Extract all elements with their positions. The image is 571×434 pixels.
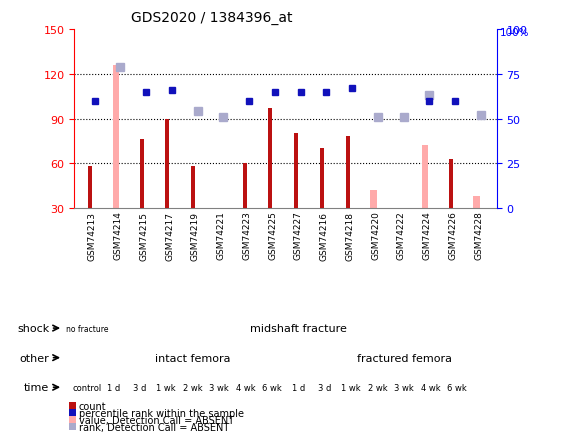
Bar bbox=[320, 149, 324, 208]
Text: percentile rank within the sample: percentile rank within the sample bbox=[79, 408, 244, 418]
Text: 100%: 100% bbox=[500, 28, 529, 38]
Bar bbox=[449, 159, 453, 208]
Bar bbox=[112, 66, 119, 208]
Text: 2 wk: 2 wk bbox=[183, 383, 203, 392]
Text: control: control bbox=[73, 383, 102, 392]
Text: 3 d: 3 d bbox=[318, 383, 331, 392]
Text: 1 wk: 1 wk bbox=[156, 383, 176, 392]
Bar bbox=[217, 208, 221, 210]
Bar bbox=[397, 208, 401, 210]
Text: no fracture: no fracture bbox=[66, 324, 108, 333]
Text: 1 d: 1 d bbox=[107, 383, 120, 392]
Bar bbox=[473, 197, 480, 208]
Bar bbox=[165, 119, 170, 208]
Bar bbox=[422, 146, 428, 208]
Text: 6 wk: 6 wk bbox=[262, 383, 282, 392]
Text: count: count bbox=[79, 401, 106, 411]
Text: 4 wk: 4 wk bbox=[236, 383, 255, 392]
Text: intact femora: intact femora bbox=[155, 353, 231, 363]
Text: 6 wk: 6 wk bbox=[447, 383, 467, 392]
Text: GDS2020 / 1384396_at: GDS2020 / 1384396_at bbox=[131, 11, 292, 25]
Text: value, Detection Call = ABSENT: value, Detection Call = ABSENT bbox=[79, 415, 234, 425]
Text: shock: shock bbox=[17, 323, 49, 333]
Bar bbox=[69, 402, 76, 410]
Bar bbox=[243, 164, 247, 208]
Bar bbox=[69, 409, 76, 417]
Text: 2 wk: 2 wk bbox=[368, 383, 387, 392]
Text: 3 wk: 3 wk bbox=[394, 383, 414, 392]
Bar bbox=[268, 109, 272, 208]
Bar bbox=[345, 137, 349, 208]
Text: 3 wk: 3 wk bbox=[209, 383, 229, 392]
Bar bbox=[69, 416, 76, 424]
Text: 3 d: 3 d bbox=[133, 383, 147, 392]
Text: midshaft fracture: midshaft fracture bbox=[250, 323, 347, 333]
Text: 4 wk: 4 wk bbox=[420, 383, 440, 392]
Text: rank, Detection Call = ABSENT: rank, Detection Call = ABSENT bbox=[79, 422, 229, 432]
Bar bbox=[191, 167, 195, 208]
Bar bbox=[370, 191, 377, 208]
Text: 1 wk: 1 wk bbox=[341, 383, 361, 392]
Bar bbox=[69, 423, 76, 431]
Bar bbox=[294, 134, 298, 208]
Text: fractured femora: fractured femora bbox=[356, 353, 452, 363]
Text: other: other bbox=[19, 353, 49, 363]
Bar bbox=[88, 167, 92, 208]
Bar bbox=[139, 140, 143, 208]
Bar bbox=[371, 208, 376, 210]
Text: time: time bbox=[24, 382, 49, 392]
Text: 1 d: 1 d bbox=[292, 383, 305, 392]
